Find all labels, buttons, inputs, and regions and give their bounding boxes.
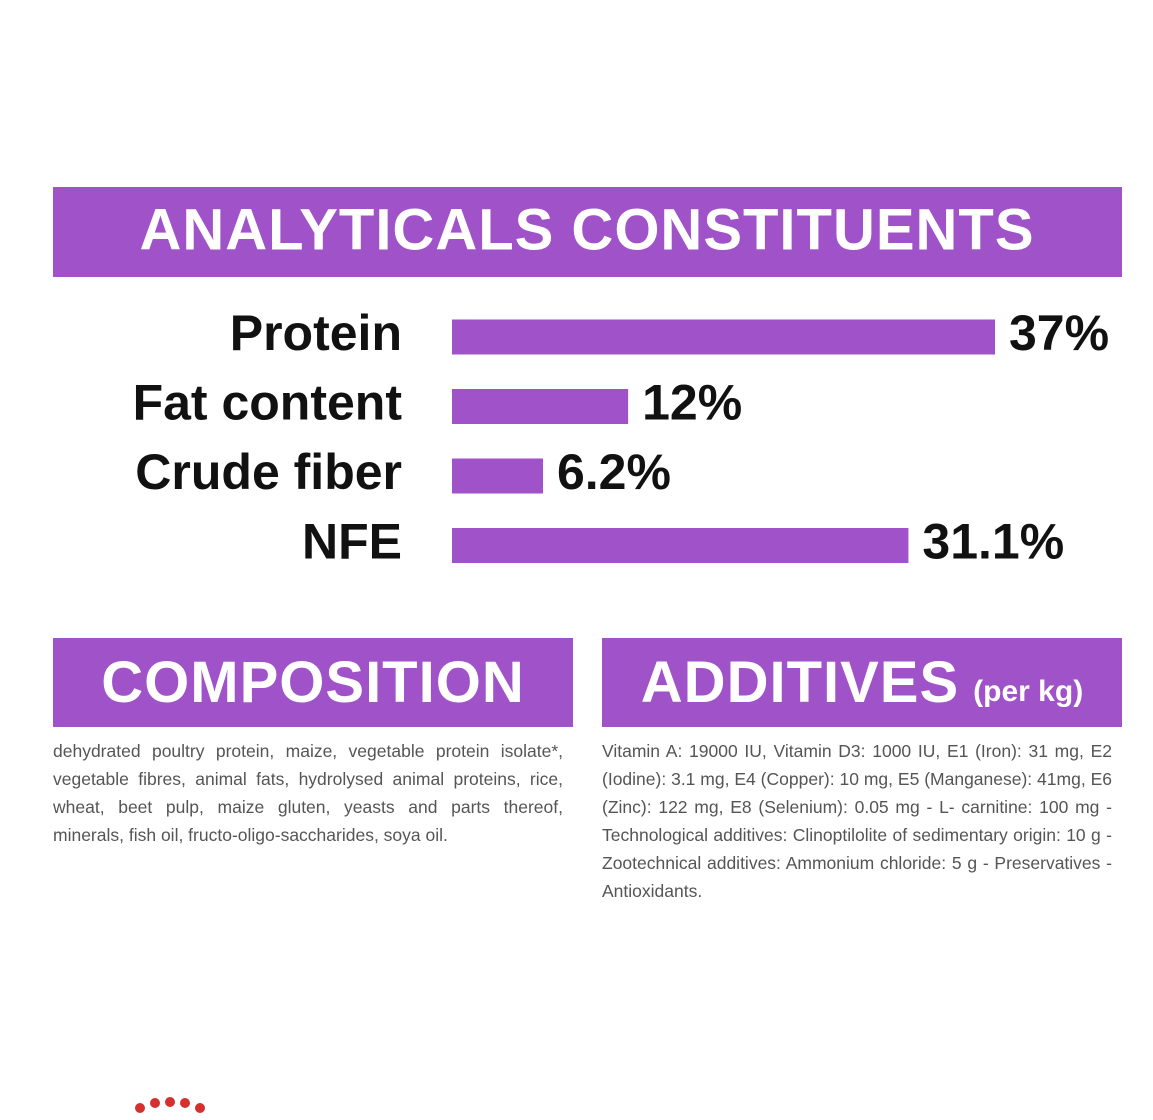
value-label: 31.1%	[922, 514, 1064, 570]
chart: ANALYTICALS CONSTITUENTS Protein 37% Fat c…	[53, 187, 1122, 570]
additives-title: ADDITIVES	[640, 650, 960, 715]
composition-header: COMPOSITION	[53, 638, 573, 727]
value-label: 37%	[1009, 305, 1109, 361]
additives-text: Vitamin A: 19000 IU, Vitamin D3: 1000 IU…	[602, 741, 1112, 901]
value-label: 6.2%	[557, 444, 671, 500]
bar	[452, 458, 543, 494]
bar	[452, 389, 629, 424]
bar	[452, 319, 995, 355]
category-label: Protein	[230, 305, 402, 361]
chart-title: ANALYTICALS CONSTITUENTS	[139, 197, 1034, 262]
logo-fragment	[135, 1097, 205, 1113]
category-label: Fat content	[133, 375, 403, 431]
title-banner	[53, 187, 1122, 277]
category-label: NFE	[302, 514, 402, 570]
composition-title: COMPOSITION	[101, 650, 525, 715]
value-label: 12%	[642, 375, 742, 431]
additives-subtitle: (per kg)	[973, 674, 1084, 708]
bar	[452, 528, 909, 563]
category-label: Crude fiber	[135, 444, 402, 500]
additives-header: ADDITIVES (per kg)	[602, 638, 1122, 727]
composition-text: dehydrated poultry protein, maize, veget…	[53, 741, 563, 845]
